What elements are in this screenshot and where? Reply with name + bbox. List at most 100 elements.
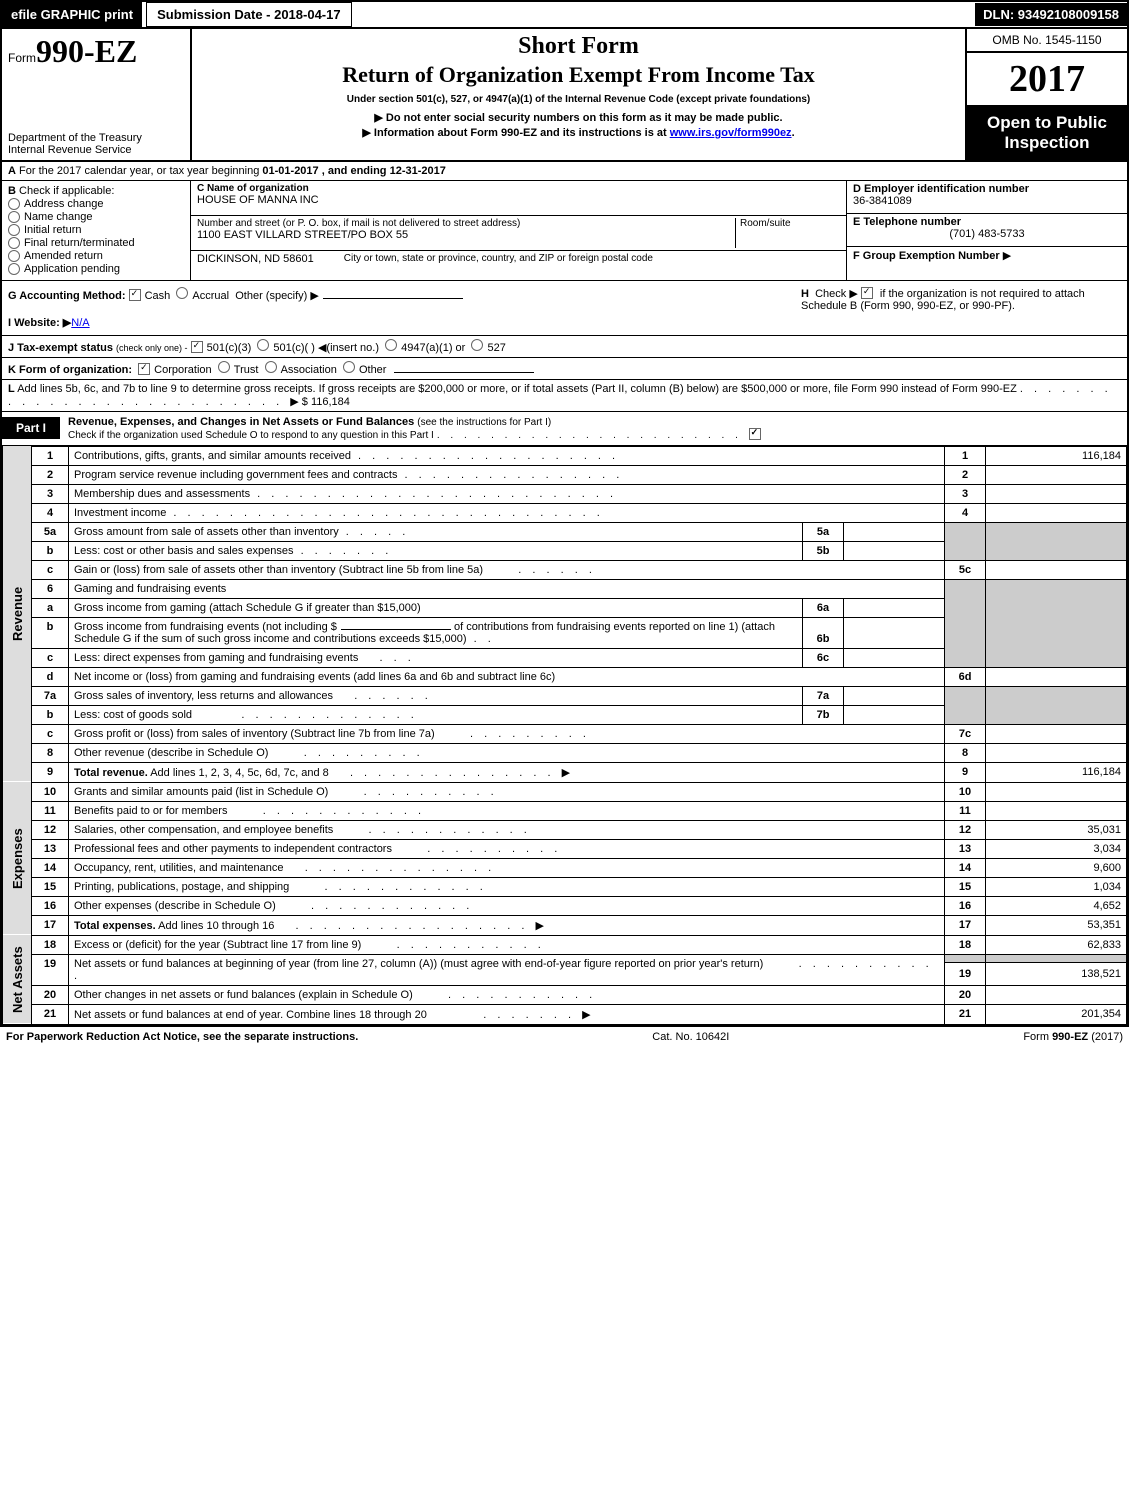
footer-right: Form 990-EZ (2017) <box>1023 1031 1123 1043</box>
amount-cell: 138,521 <box>986 963 1127 986</box>
chk-corp[interactable] <box>138 363 150 375</box>
chk-amended-return[interactable]: Amended return <box>8 250 184 262</box>
efile-print-button[interactable]: efile GRAPHIC print <box>2 2 142 27</box>
chk-initial-return[interactable]: Initial return <box>8 224 184 236</box>
title-return: Return of Organization Exempt From Incom… <box>196 62 961 88</box>
radio-icon <box>8 211 20 223</box>
dept-line1: Department of the Treasury <box>8 132 142 144</box>
section-a-label: A <box>8 165 16 177</box>
section-j: J Tax-exempt status (check only one) - 5… <box>2 336 1127 358</box>
line-num: 18 <box>32 935 69 954</box>
line-no-cell: 18 <box>945 935 986 954</box>
footer-center: Cat. No. 10642I <box>652 1031 729 1043</box>
instructions-link[interactable]: www.irs.gov/form990ez <box>670 127 792 139</box>
fundraising-blank[interactable] <box>341 629 451 630</box>
website-value[interactable]: N/A <box>71 317 89 329</box>
table-row: 5a Gross amount from sale of assets othe… <box>3 522 1127 541</box>
side-netassets: Net Assets <box>3 935 32 1024</box>
radio-icon[interactable] <box>385 339 397 351</box>
line-desc: Less: cost of goods sold <box>74 709 192 721</box>
form-number: 990-EZ <box>36 33 137 69</box>
chk-app-pending[interactable]: Application pending <box>8 263 184 275</box>
section-d: D Employer identification number 36-3841… <box>847 181 1127 214</box>
amount-cell <box>986 724 1127 743</box>
line-desc: Less: direct expenses from gaming and fu… <box>74 652 358 664</box>
section-gh: G Accounting Method: Cash Accrual Other … <box>2 281 1127 336</box>
dots: . . . . . . . . . . . . . . . . . . . <box>351 450 619 462</box>
line-desc: Net assets or fund balances at beginning… <box>74 958 763 970</box>
line-desc-bold: Total expenses. <box>74 920 156 932</box>
table-row: 17 Total expenses. Add lines 10 through … <box>3 915 1127 935</box>
submission-date-box: Submission Date - 2018-04-17 <box>146 2 352 27</box>
header-right: OMB No. 1545-1150 2017 Open to Public In… <box>965 29 1127 160</box>
line-desc-pre: Gross income from fundraising events (no… <box>74 621 337 633</box>
amount-cell: 9,600 <box>986 858 1127 877</box>
section-b-heading: Check if applicable: <box>19 185 114 197</box>
line-no-cell: 2 <box>945 465 986 484</box>
f-label: F Group Exemption Number <box>853 250 1000 262</box>
dots: . . . . . . . . . . . <box>361 939 544 951</box>
radio-icon[interactable] <box>176 287 188 299</box>
part-i-note: (see the instructions for Part I) <box>417 417 551 428</box>
radio-icon[interactable] <box>257 339 269 351</box>
subline-num: 5a <box>803 522 844 541</box>
radio-icon[interactable] <box>218 361 230 373</box>
table-row: 20 Other changes in net assets or fund b… <box>3 985 1127 1004</box>
table-row: 3 Membership dues and assessments . . . … <box>3 484 1127 503</box>
line-num: 14 <box>32 858 69 877</box>
line-num: c <box>32 648 69 667</box>
table-row: c Gain or (loss) from sale of assets oth… <box>3 560 1127 579</box>
section-e: E Telephone number (701) 483-5733 <box>847 214 1127 247</box>
chk-address-change[interactable]: Address change <box>8 198 184 210</box>
chk-501c3[interactable] <box>191 341 203 353</box>
line-num: 11 <box>32 801 69 820</box>
line-desc: Grants and similar amounts paid (list in… <box>74 786 328 798</box>
chk-cash[interactable] <box>129 289 141 301</box>
chk-h[interactable] <box>861 287 873 299</box>
dots: . . . . . . . . . . . . . . <box>284 862 496 874</box>
radio-icon[interactable] <box>343 361 355 373</box>
c-label: C Name of organization <box>197 183 309 194</box>
line-num: 20 <box>32 985 69 1004</box>
g-other-blank[interactable] <box>323 298 463 299</box>
radio-icon <box>8 237 20 249</box>
dots: . . . . . . . . . . . . <box>289 881 487 893</box>
omb-number: OMB No. 1545-1150 <box>967 29 1127 53</box>
table-row: 2 Program service revenue including gove… <box>3 465 1127 484</box>
line-desc: Gross profit or (loss) from sales of inv… <box>74 728 435 740</box>
part-i-check-text: Check if the organization used Schedule … <box>68 430 434 441</box>
subline-val <box>844 598 945 617</box>
g-other: Other (specify) ▶ <box>235 290 319 302</box>
chk-final-return[interactable]: Final return/terminated <box>8 237 184 249</box>
table-row: d Net income or (loss) from gaming and f… <box>3 667 1127 686</box>
instruction-2: ▶ Information about Form 990-EZ and its … <box>196 126 961 139</box>
table-row: 6 Gaming and fundraising events <box>3 579 1127 598</box>
l-amount: 116,184 <box>311 396 350 408</box>
radio-icon[interactable] <box>471 339 483 351</box>
radio-icon[interactable] <box>265 361 277 373</box>
side-revenue: Revenue <box>3 446 32 782</box>
line-no-cell: 6d <box>945 667 986 686</box>
part-i-title: Revenue, Expenses, and Changes in Net As… <box>68 416 414 428</box>
footer-right-bold: 990-EZ <box>1052 1031 1088 1043</box>
k-other-blank[interactable] <box>394 372 534 373</box>
subline-num: 6c <box>803 648 844 667</box>
table-row: 19 Net assets or fund balances at beginn… <box>3 954 1127 962</box>
chk-part-i[interactable] <box>749 428 761 440</box>
radio-icon <box>8 250 20 262</box>
line-num: 13 <box>32 839 69 858</box>
table-row: 8 Other revenue (describe in Schedule O)… <box>3 743 1127 762</box>
chk-name-change[interactable]: Name change <box>8 211 184 223</box>
ein-value: 36-3841089 <box>853 195 912 207</box>
k-o3: Association <box>281 364 337 376</box>
line-desc: Excess or (deficit) for the year (Subtra… <box>74 939 361 951</box>
dots: . . . . . . . <box>427 1009 582 1021</box>
form-header: Form990-EZ Department of the Treasury In… <box>2 29 1127 162</box>
inst2-prefix: ▶ Information about Form 990-EZ and its … <box>362 127 669 139</box>
header-left: Form990-EZ Department of the Treasury In… <box>2 29 192 160</box>
amount-cell: 116,184 <box>986 762 1127 782</box>
topbar-left: efile GRAPHIC print Submission Date - 20… <box>2 2 352 27</box>
right-info-col: D Employer identification number 36-3841… <box>846 181 1127 280</box>
line-num: 17 <box>32 915 69 935</box>
amount-cell: 4,652 <box>986 896 1127 915</box>
